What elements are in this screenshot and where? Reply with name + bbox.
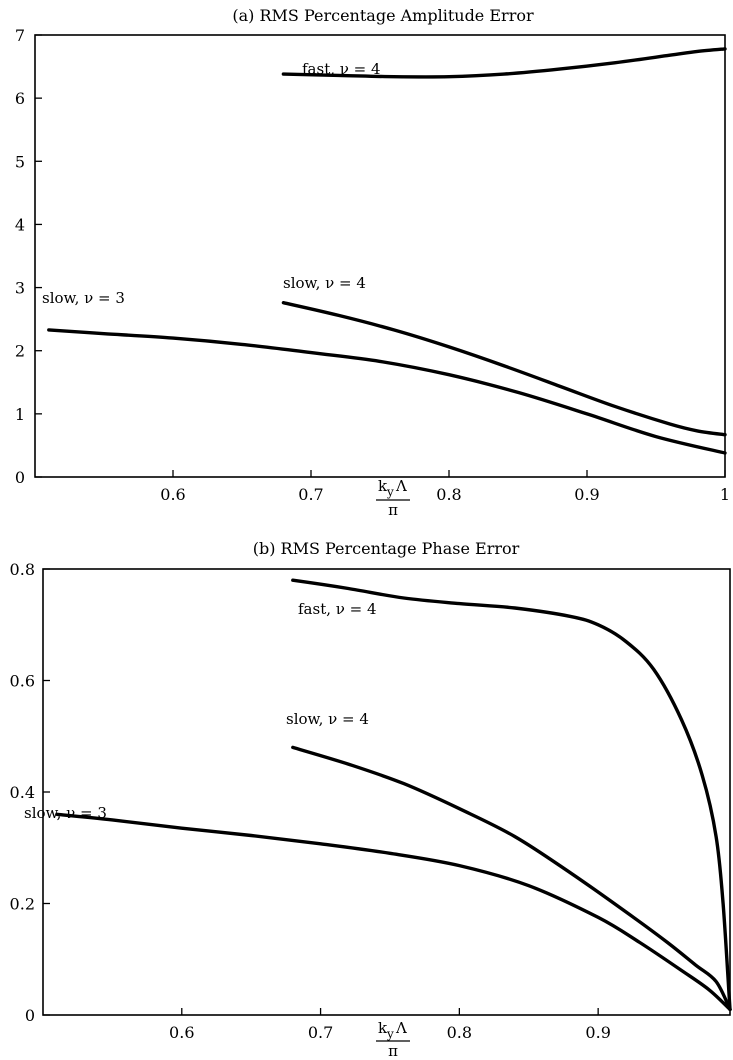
chart-a-x-tick-label: 0.9: [574, 485, 599, 504]
chart-b-xlabel-pi: π: [388, 1042, 398, 1060]
chart-b-xlabel-lambda: Λ: [395, 1019, 407, 1037]
chart-a-y-tick-label: 4: [15, 215, 25, 234]
chart-a-y-tick-label: 5: [15, 152, 25, 171]
chart-b-annotation-fast-v4: fast, ν = 4: [298, 600, 377, 618]
chart-b-series-fast-v-4: [291, 578, 732, 1012]
chart-a-xlabel-pi: π: [388, 501, 398, 519]
chart-a-y-tick-label: 2: [15, 342, 25, 361]
chart-b: (b) RMS Percentage Phase Error 0.6 0.7 0.8…: [10, 539, 732, 1060]
chart-a-plot-frame: [34, 34, 726, 478]
chart-b-x-tick-label: 0.7: [308, 1023, 333, 1042]
chart-a-y-tick-label: 0: [15, 468, 25, 487]
chart-a-series-slow-v-3: [47, 328, 727, 455]
chart-a-ticks: 0.6 0.7 0.8 0.9 1 0 1 2 3 4 5 6 7: [15, 26, 730, 504]
chart-b-x-tick-label: 0.6: [169, 1023, 194, 1042]
chart-b-y-tick-label: 0.4: [10, 783, 35, 802]
chart-a-series-fast-v-4: [281, 47, 727, 79]
chart-a-annotation-fast-v4: fast, ν = 4: [302, 60, 381, 78]
chart-a-y-tick-label: 3: [15, 279, 25, 298]
chart-b-xlabel-k: k: [378, 1019, 388, 1037]
chart-a-series-group: [47, 47, 727, 455]
chart-a-x-axis-label: k y Λ π: [376, 477, 410, 519]
chart-a-xlabel-lambda: Λ: [395, 477, 407, 495]
chart-b-x-axis-label: k y Λ π: [376, 1019, 410, 1060]
chart-a: (a) RMS Percentage Amplitude Error 0.6 0.…: [15, 6, 730, 519]
chart-b-y-tick-label: 0.6: [10, 672, 35, 691]
chart-b-y-tick-label: 0.8: [10, 560, 35, 579]
chart-b-y-tick-label: 0.2: [10, 895, 35, 914]
chart-b-series-slow-v-3: [55, 812, 732, 1012]
chart-a-x-tick-label: 0.8: [436, 485, 461, 504]
chart-a-annotation-slow-v4: slow, ν = 4: [283, 274, 366, 292]
chart-a-xlabel-k: k: [378, 477, 388, 495]
chart-b-x-tick-label: 0.9: [585, 1023, 610, 1042]
chart-a-series-slow-v-4: [281, 301, 727, 437]
chart-a-xlabel-subscript: y: [386, 485, 394, 499]
chart-a-x-tick-label: 0.6: [160, 485, 185, 504]
chart-b-title: (b) RMS Percentage Phase Error: [253, 539, 520, 558]
chart-a-x-tick-label: 1: [720, 485, 730, 504]
chart-b-xlabel-subscript: y: [386, 1027, 394, 1041]
chart-a-x-tick-label: 0.7: [298, 485, 323, 504]
chart-a-y-tick-label: 1: [15, 405, 25, 424]
chart-b-series-slow-v-4: [291, 745, 732, 1012]
chart-a-y-tick-label: 6: [15, 89, 25, 108]
chart-b-x-tick-label: 0.8: [447, 1023, 472, 1042]
chart-b-y-tick-label: 0: [25, 1006, 35, 1025]
chart-b-ticks: 0.6 0.7 0.8 0.9 0 0.2 0.4 0.6 0.8: [10, 560, 611, 1042]
chart-b-series-group: [55, 578, 732, 1012]
chart-b-annotation-slow-v4: slow, ν = 4: [286, 710, 369, 728]
chart-b-annotation-slow-v3: slow, ν = 3: [24, 804, 107, 822]
chart-a-y-tick-label: 7: [15, 26, 25, 45]
chart-a-title: (a) RMS Percentage Amplitude Error: [232, 6, 534, 25]
chart-a-annotation-slow-v3: slow, ν = 3: [42, 289, 125, 307]
chart-b-plot-frame: [42, 568, 731, 1016]
